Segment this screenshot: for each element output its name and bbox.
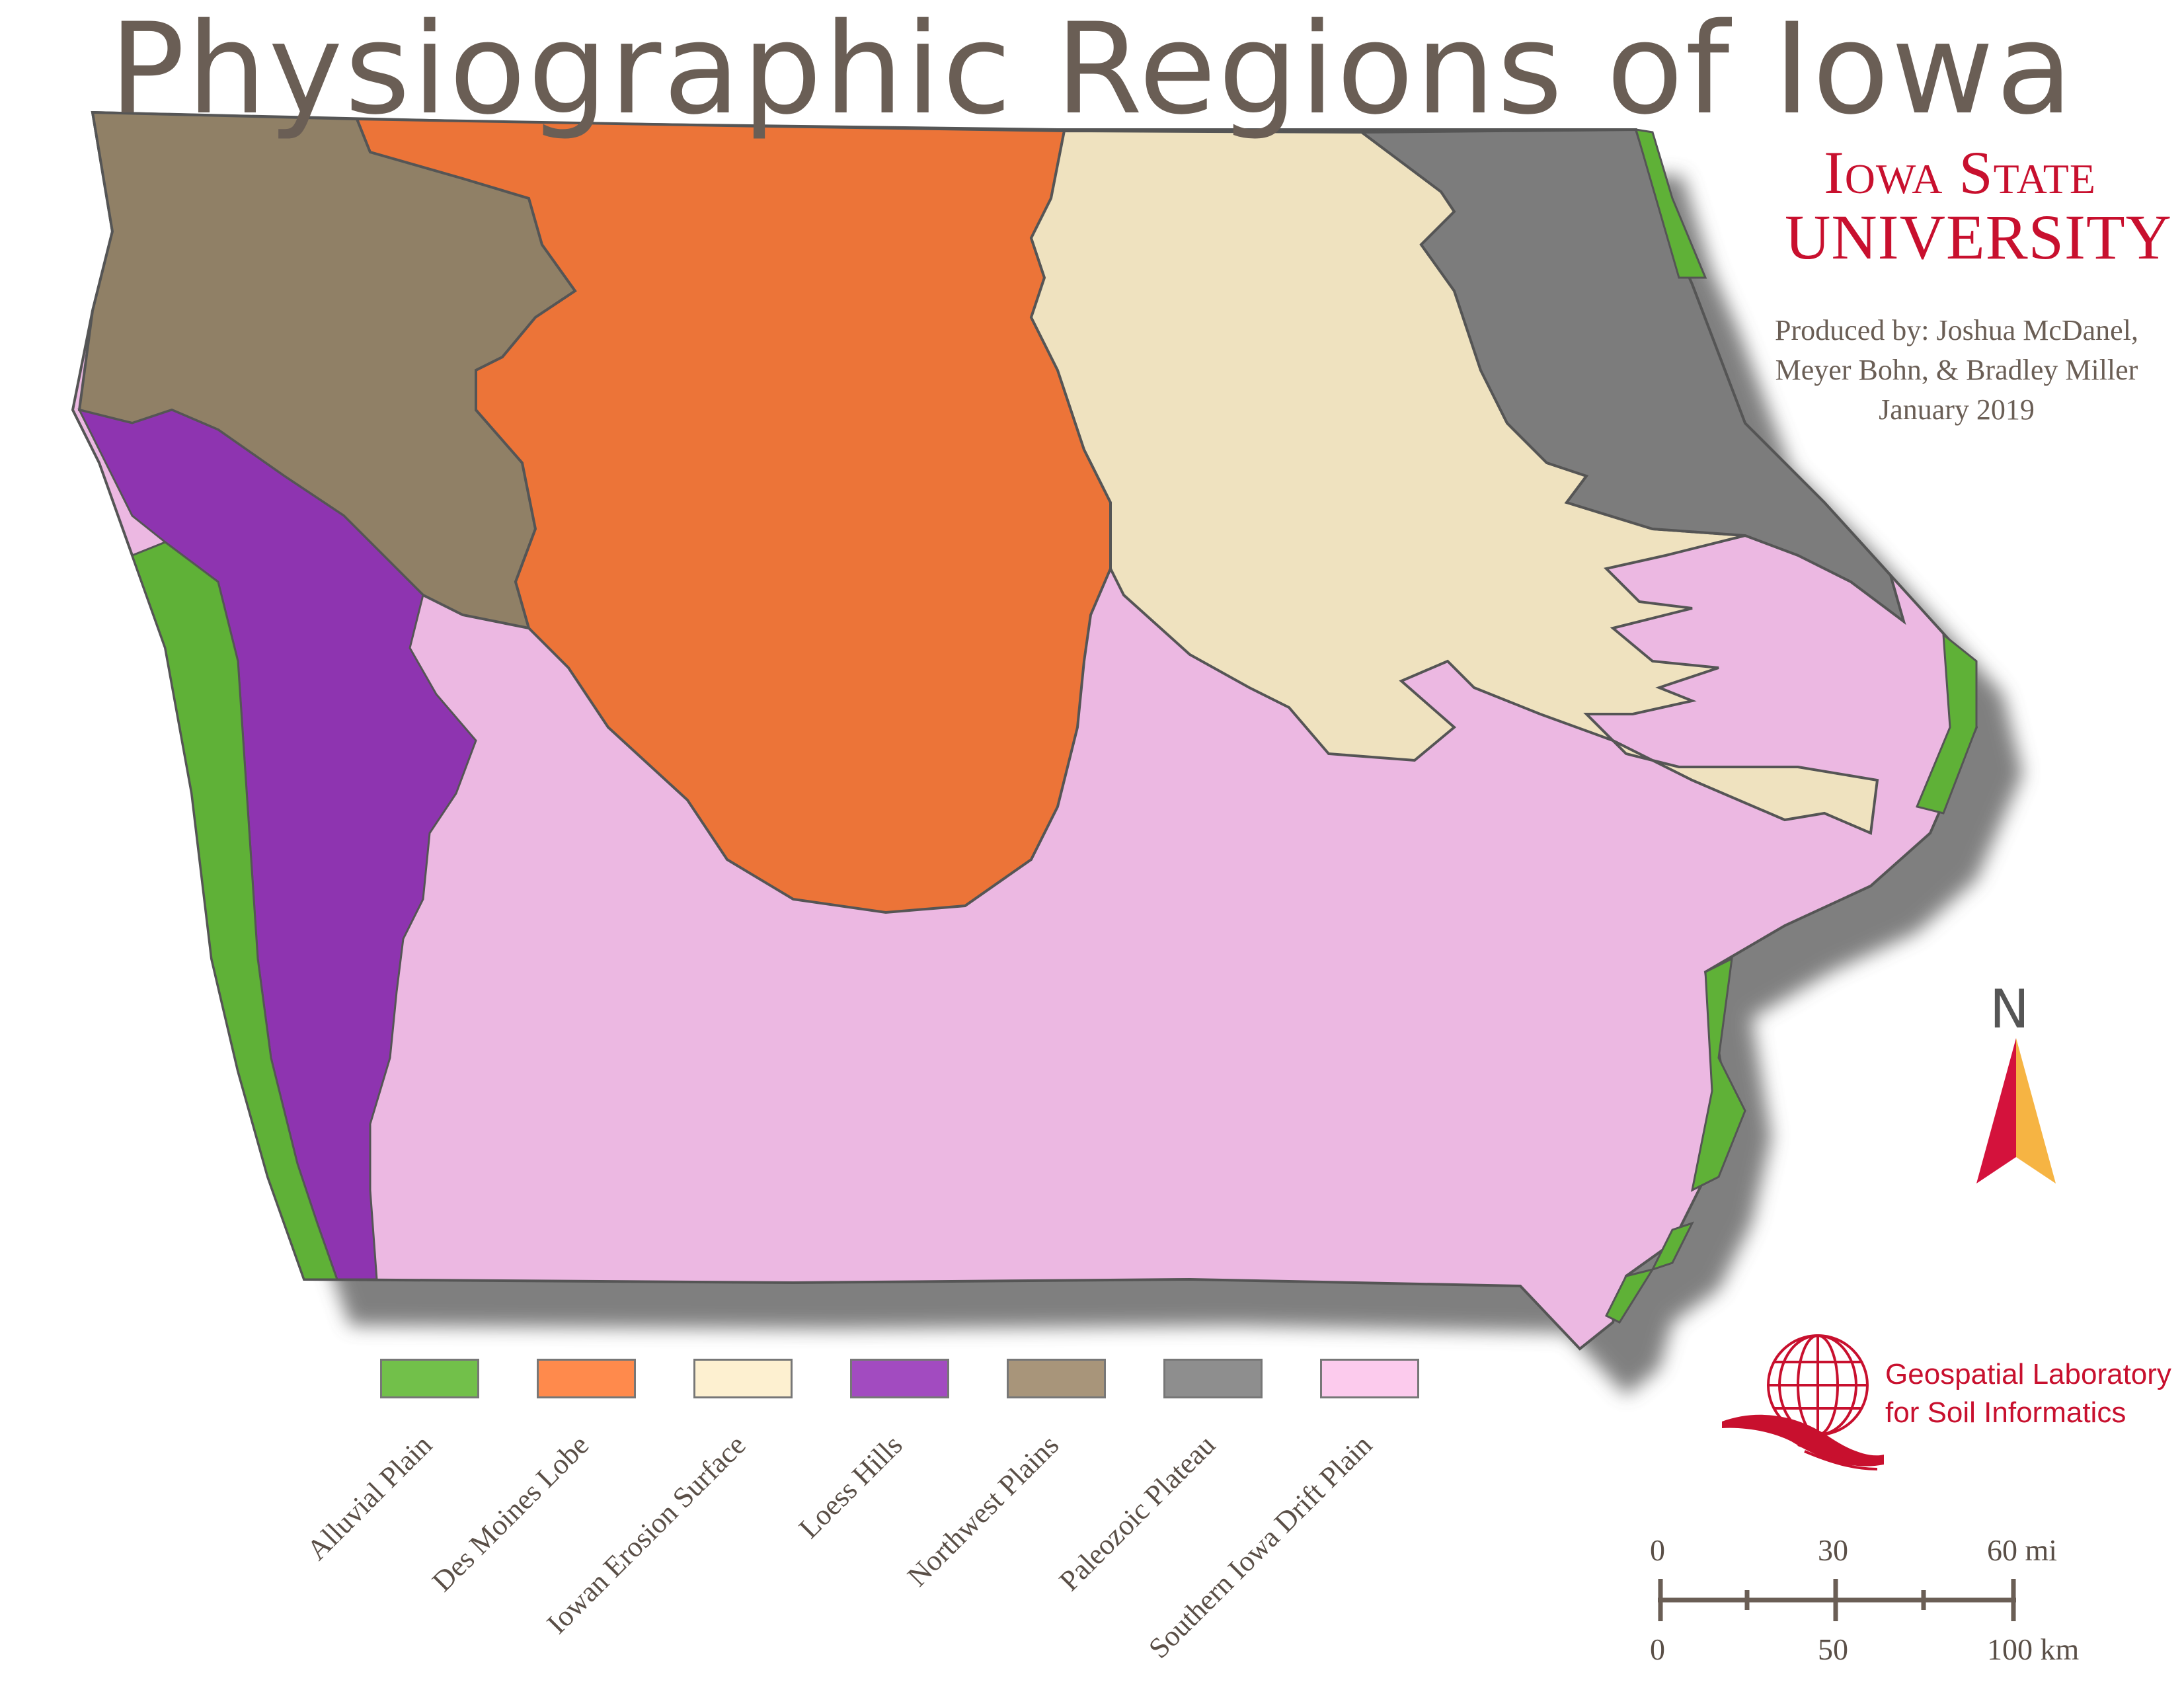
legend-swatch-alluvial-plain [380,1359,479,1398]
region-alluvial-plain-west [131,541,339,1281]
north-arrow-left [1976,1038,2016,1184]
scale-mi-30: 30 [1818,1533,1848,1567]
institution-line2: UNIVERSITY [1785,202,2172,272]
legend-swatch-northwest-plains [1007,1359,1106,1398]
region-alluvial-plain-east-2 [1915,632,1978,815]
north-label: N [1990,979,2029,1040]
legend-swatch-paleozoic-plateau [1163,1359,1263,1398]
lab-name: Geospatial Laboratory for Soil Informati… [1885,1355,2171,1432]
legend-swatch-southern-iowa-drift-plain [1320,1359,1419,1398]
credit-line3: January 2019 [1879,393,2035,426]
region-paleozoic-plateau [1358,128,1906,625]
institution-line1: Iowa State [1824,139,2096,206]
scale-km-0: 0 [1650,1632,1665,1666]
map-credits: Produced by: Joshua McDanel, Meyer Bohn,… [1745,311,2168,430]
legend-swatch-loess-hills [850,1359,949,1398]
north-arrow-icon [1976,1038,2056,1184]
scale-mi-0: 0 [1650,1533,1665,1567]
north-arrow-right [2016,1038,2056,1184]
institution-logo: Iowa State UNIVERSITY [1785,139,2172,272]
lab-line1: Geospatial Laboratory [1885,1358,2171,1390]
region-alluvial-plain-east-1 [1634,128,1707,279]
map-title: Physiographic Regions of Iowa [109,0,2075,142]
lab-line2: for Soil Informatics [1885,1396,2126,1429]
region-alluvial-plain-east-3 [1690,957,1746,1192]
legend-swatch-iowan-erosion-surface [693,1359,793,1398]
scale-km-50: 50 [1818,1632,1848,1666]
region-alluvial-plain-east-5 [1604,1267,1655,1324]
scale-mi-60: 60 mi [1987,1533,2058,1567]
region-alluvial-plain-east-4 [1651,1221,1694,1271]
legend-swatch-des-moines-lobe [537,1359,636,1398]
globe-icon [1722,1334,1884,1470]
credit-line1: Produced by: Joshua McDanel, [1775,314,2138,346]
scale-km-100: 100 km [1987,1632,2080,1666]
credit-line2: Meyer Bohn, & Bradley Miller [1775,354,2138,386]
